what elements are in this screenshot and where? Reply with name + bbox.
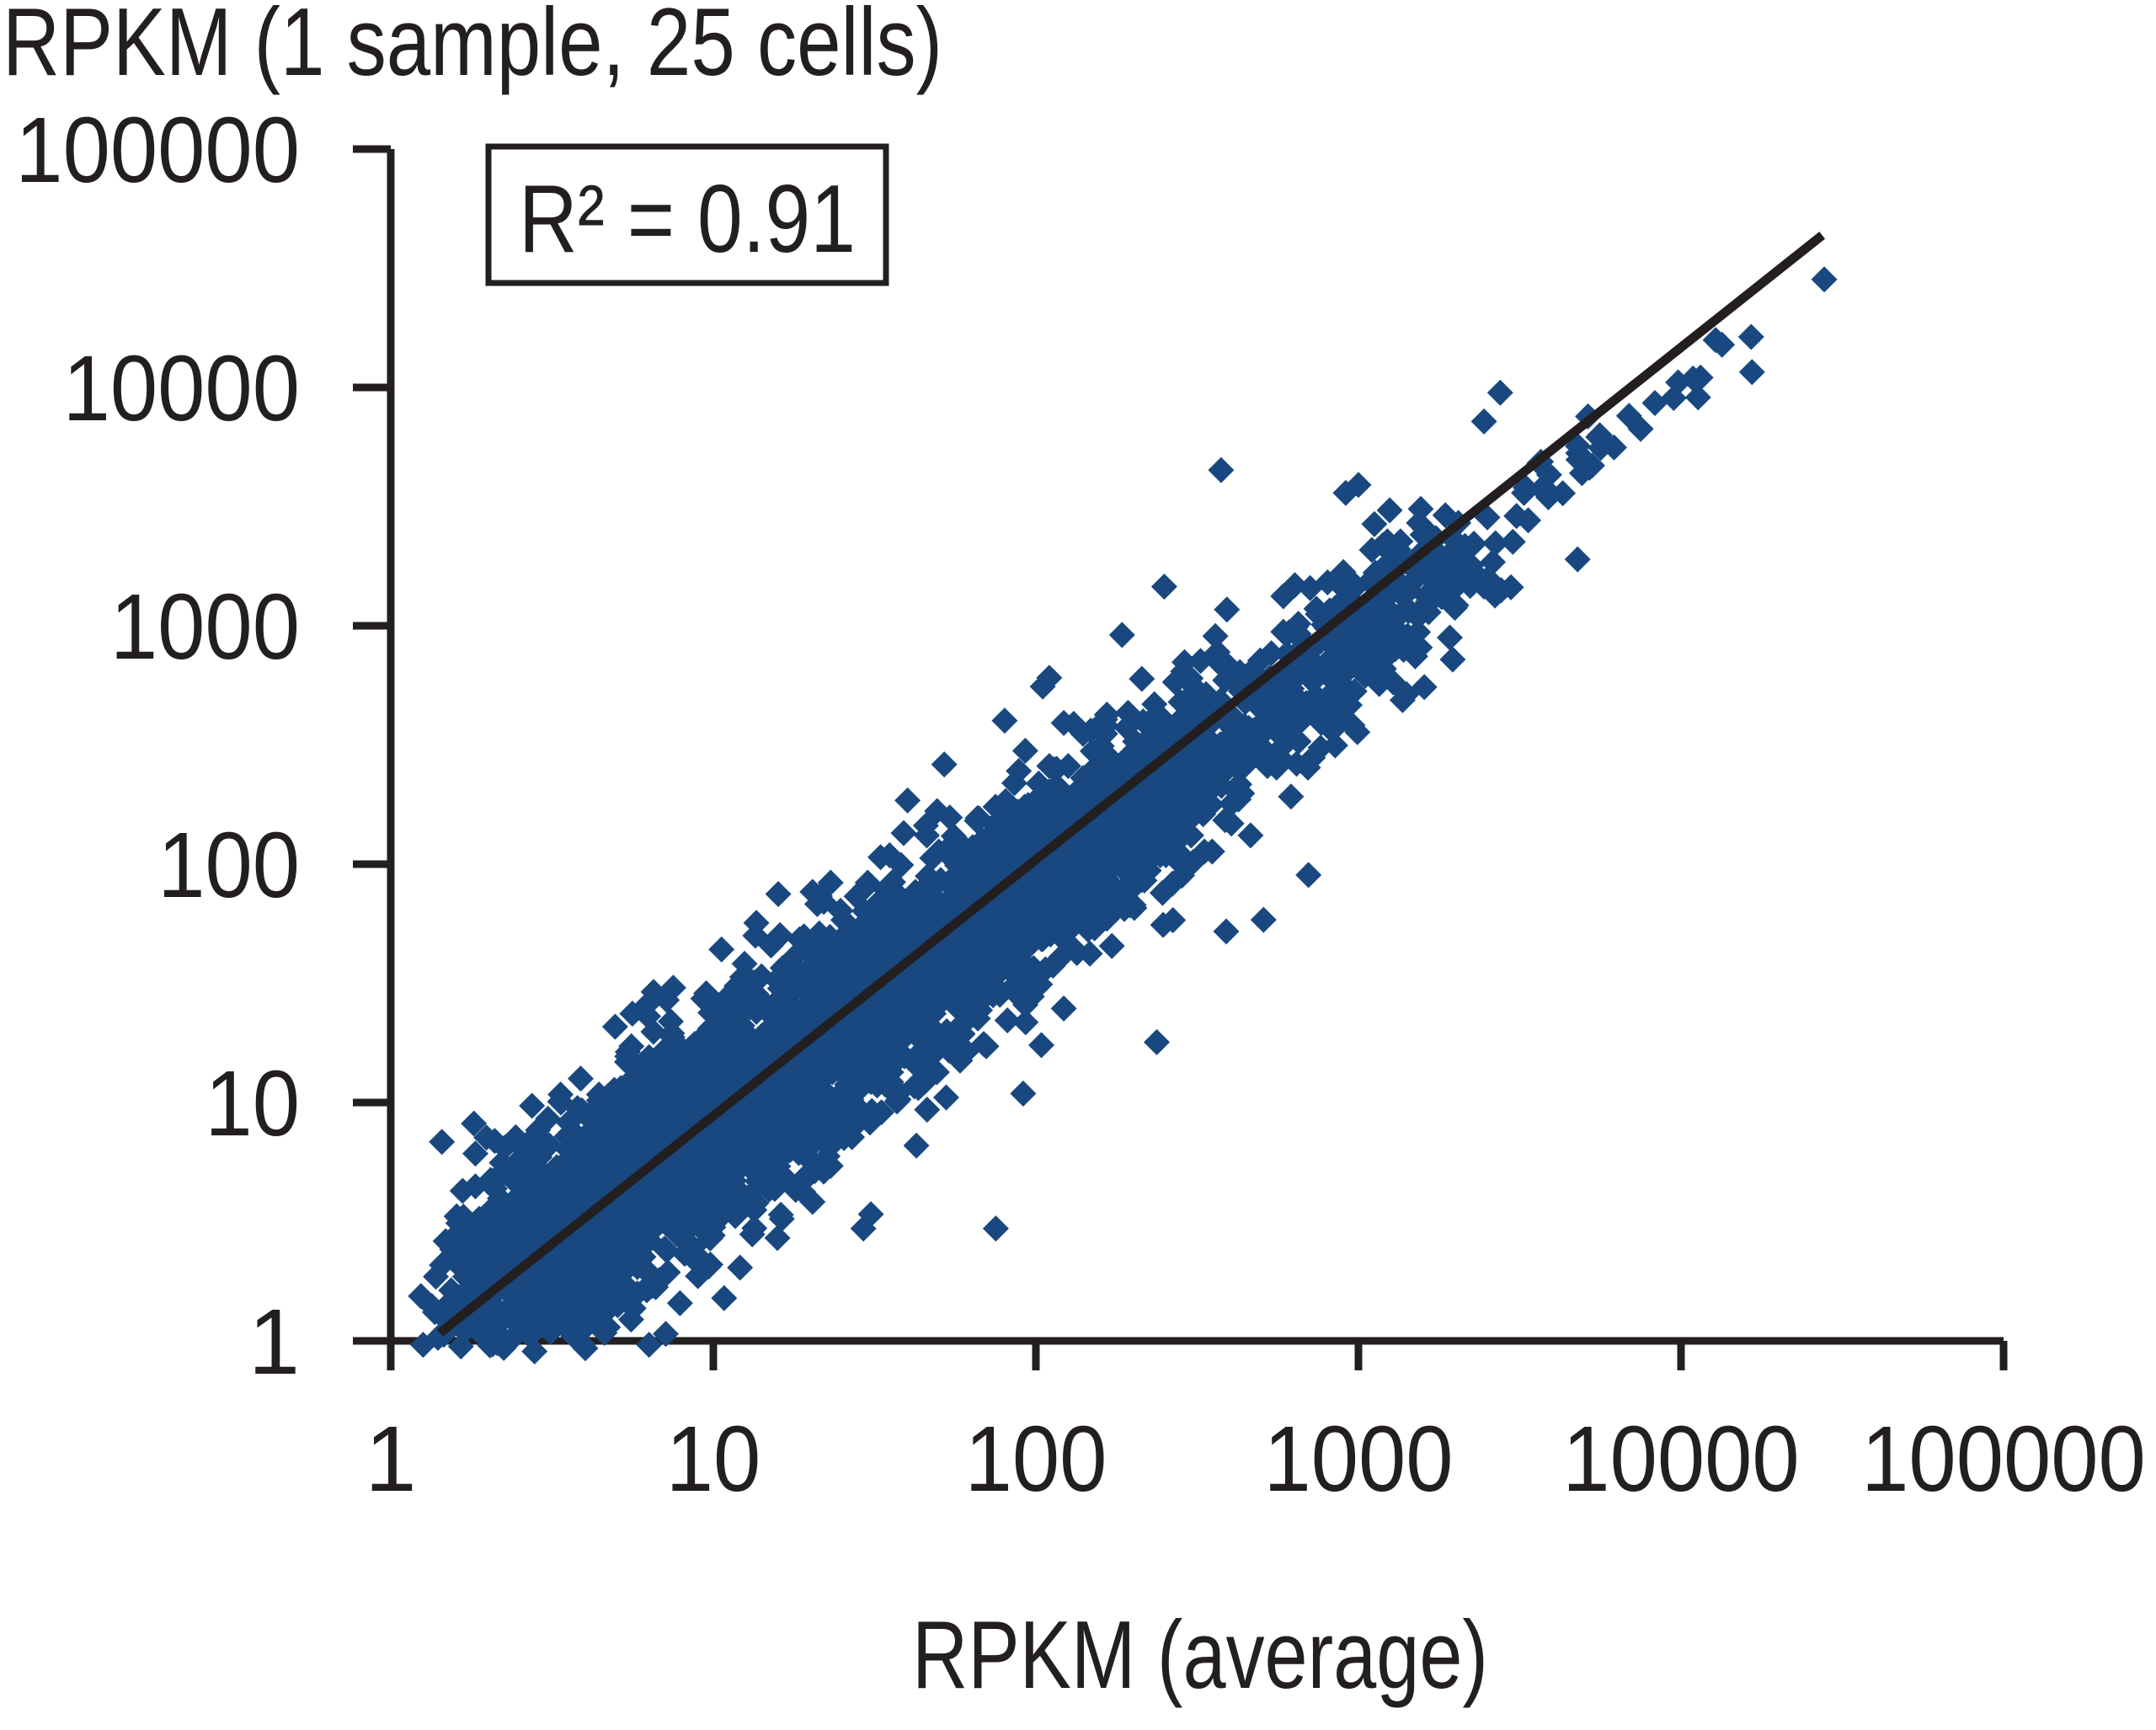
- y-axis-title: RPKM (1 sample, 25 cells): [3, 0, 942, 96]
- x-tick-label: 1000: [1263, 1407, 1453, 1511]
- axes: 1 10 100 1000 10000 100000 1 10 100 1000 10000 1000…: [15, 99, 2146, 1511]
- x-axis-title: RPKM (average): [912, 1602, 1488, 1709]
- x-tick-label: 1: [365, 1407, 416, 1511]
- y-tick-label: 10: [205, 1052, 300, 1156]
- y-tick-label: 10000: [63, 337, 300, 441]
- y-tick-label: 1000: [110, 575, 300, 679]
- y-tick-label: 100: [157, 814, 300, 917]
- r-squared-label: R² = 0.91: [519, 166, 856, 273]
- fit-line: [436, 232, 1826, 1337]
- x-tick-label: 100: [965, 1407, 1107, 1511]
- x-tick-label: 100000: [1861, 1407, 2146, 1511]
- x-tick-label: 10: [666, 1407, 761, 1511]
- scatter-points: [408, 266, 1838, 1365]
- y-tick-label: 100000: [15, 99, 300, 202]
- r-squared-box: [485, 143, 889, 286]
- y-tick-label: 1: [248, 1290, 300, 1394]
- x-tick-label: 10000: [1562, 1407, 1799, 1511]
